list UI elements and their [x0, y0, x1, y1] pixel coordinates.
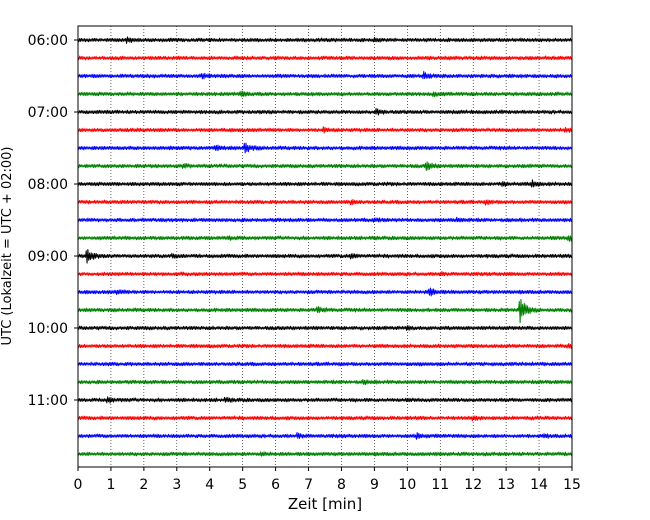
x-tick-label: 12 [464, 477, 482, 493]
seismic-trace [77, 216, 573, 223]
seismic-trace [77, 179, 573, 188]
y-tick-label: 07:00 [28, 105, 68, 121]
y-tick-label: 10:00 [28, 321, 68, 337]
x-tick-label: 11 [431, 477, 449, 493]
seismic-trace [77, 298, 573, 324]
seismic-trace [77, 379, 573, 386]
y-tick-label: 08:00 [28, 177, 68, 193]
seismic-trace [77, 432, 573, 440]
x-tick-label: 1 [106, 477, 115, 493]
x-tick-label: 7 [304, 477, 313, 493]
seismic-trace [77, 107, 573, 116]
x-tick-label: 8 [337, 477, 346, 493]
seismic-trace [77, 415, 573, 422]
x-tick-label: 2 [139, 477, 148, 493]
seismic-trace [77, 343, 573, 349]
seismic-trace [77, 70, 573, 80]
seismic-trace [77, 126, 573, 134]
x-tick-label: 0 [74, 477, 83, 493]
seismic-trace [77, 451, 573, 457]
x-tick-label: 10 [398, 477, 416, 493]
x-tick-label: 3 [172, 477, 181, 493]
x-tick-label: 6 [271, 477, 280, 493]
y-tick-label: 11:00 [28, 393, 68, 409]
y-tick-label: 09:00 [28, 249, 68, 265]
x-tick-label: 4 [205, 477, 214, 493]
x-tick-label: 9 [370, 477, 379, 493]
seismic-trace [77, 90, 573, 98]
seismic-trace [77, 142, 573, 154]
seismic-trace [77, 248, 573, 264]
seismic-trace [77, 235, 573, 242]
seismic-trace [77, 325, 573, 331]
traces [77, 36, 573, 457]
plot-area [78, 26, 572, 467]
x-axis-ticks: 0 1 2 3 4 5 6 7 8 9 10 11 12 13 14 15 [74, 467, 581, 493]
y-tick-label: 06:00 [28, 33, 68, 49]
x-tick-label: 5 [238, 477, 247, 493]
seismic-trace [77, 287, 573, 297]
seismic-trace [77, 270, 573, 277]
seismic-trace [77, 55, 573, 61]
x-tick-label: 15 [563, 477, 581, 493]
x-tick-label: 13 [497, 477, 515, 493]
y-axis-ticks: 06:00 07:00 08:00 09:00 10:00 11:00 [28, 33, 78, 409]
seismic-trace [77, 396, 573, 404]
seismic-trace [77, 198, 573, 206]
y-axis-label: UTC (Lokalzeit = UTC + 02:00) [0, 147, 15, 346]
seismic-trace [77, 36, 573, 44]
seismic-trace [77, 361, 573, 367]
seismic-trace [77, 161, 573, 171]
plot-frame [77, 25, 573, 468]
x-tick-label: 14 [530, 477, 548, 493]
x-axis-label: Zeit [min] [288, 495, 362, 513]
